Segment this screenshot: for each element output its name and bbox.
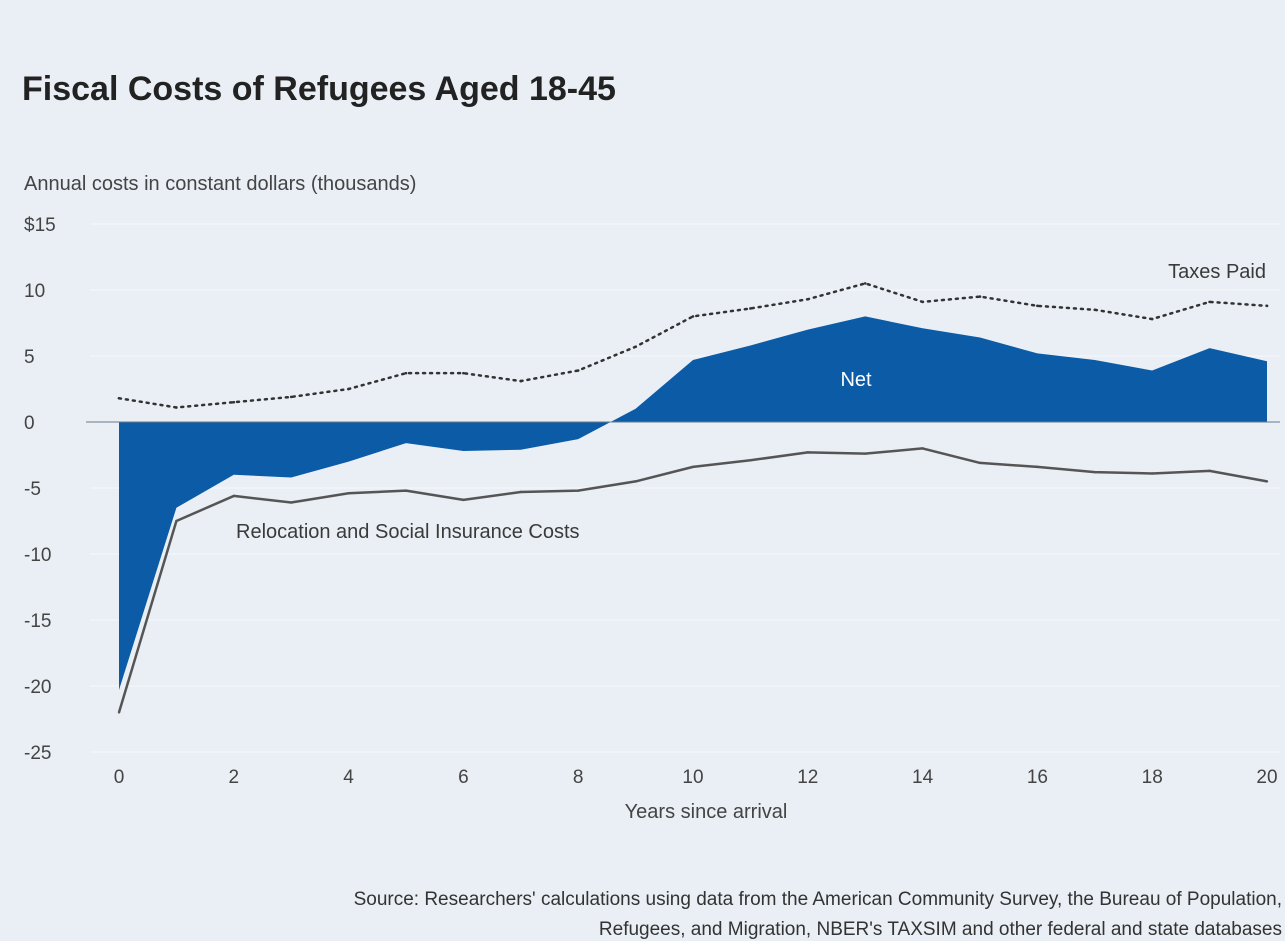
- y-tick-label: -10: [24, 545, 51, 566]
- taxes-point: [1208, 300, 1211, 304]
- costs-point: [634, 480, 637, 483]
- x-tick-label: 10: [682, 767, 703, 788]
- costs-point: [921, 447, 924, 450]
- taxes-point: [576, 369, 580, 372]
- taxes-point: [232, 400, 236, 404]
- taxes-point: [404, 371, 408, 375]
- costs-point: [1093, 470, 1097, 474]
- costs-point: [175, 519, 178, 523]
- costs-point: [404, 489, 408, 492]
- x-tick-label: 4: [343, 767, 354, 788]
- taxes-point: [289, 395, 293, 399]
- y-tick-label: -25: [24, 743, 51, 764]
- taxes-point: [117, 396, 121, 400]
- taxes-point: [1150, 317, 1154, 321]
- taxes-point: [1036, 304, 1039, 308]
- x-tick-label: 2: [229, 767, 240, 788]
- costs-point: [1265, 480, 1269, 483]
- source-note-line2: Refugees, and Migration, NBER's TAXSIM a…: [599, 919, 1282, 940]
- costs-label: Relocation and Social Insurance Costs: [236, 521, 580, 543]
- x-tick-label: 16: [1027, 767, 1048, 788]
- taxes-paid-label: Taxes Paid: [1168, 261, 1266, 283]
- y-tick-label: -5: [24, 479, 41, 500]
- costs-point: [1036, 465, 1039, 469]
- taxes-point: [1093, 308, 1097, 312]
- chart-title: Fiscal Costs of Refugees Aged 18-45: [22, 70, 616, 108]
- net-label: Net: [840, 369, 872, 391]
- costs-point: [806, 451, 809, 454]
- taxes-point: [978, 295, 982, 298]
- taxes-point: [1265, 304, 1269, 308]
- y-tick-label: 5: [24, 347, 35, 368]
- y-tick-label: 0: [24, 413, 35, 434]
- costs-point: [462, 498, 465, 502]
- net-area: [119, 316, 1267, 690]
- y-axis-label: Annual costs in constant dollars (thousa…: [24, 173, 416, 195]
- taxes-point: [921, 300, 924, 304]
- taxes-point: [806, 297, 810, 301]
- taxes-point: [347, 387, 350, 391]
- costs-point: [290, 501, 293, 504]
- costs-point: [978, 461, 982, 465]
- x-axis-ticks: 0 2 4 6 8 10 12 14 16 18 20: [114, 767, 1278, 788]
- costs-point: [117, 711, 121, 714]
- y-axis-ticks: $15 10 5 0 -5 -10 -15 -20 -25: [24, 215, 56, 764]
- taxes-point: [691, 315, 695, 318]
- costs-point: [1208, 469, 1211, 473]
- x-tick-label: 8: [573, 767, 584, 788]
- x-tick-label: 12: [797, 767, 818, 788]
- taxes-point: [462, 371, 465, 375]
- source-note-line1: Source: Researchers' calculations using …: [354, 889, 1282, 910]
- taxes-point: [175, 406, 178, 409]
- gridlines: [90, 223, 1280, 753]
- y-tick-label: $15: [24, 215, 56, 236]
- y-tick-label: 10: [24, 281, 45, 302]
- y-tick-label: -15: [24, 611, 51, 632]
- x-tick-label: 6: [458, 767, 469, 788]
- costs-point: [1151, 472, 1154, 475]
- x-tick-label: 20: [1256, 767, 1277, 788]
- costs-point: [232, 494, 235, 498]
- taxes-point: [519, 379, 523, 383]
- costs-point: [577, 489, 580, 492]
- x-tick-label: 0: [114, 767, 125, 788]
- x-tick-label: 14: [912, 767, 934, 788]
- taxes-point: [749, 307, 752, 310]
- taxes-dotted-line: [117, 282, 1269, 714]
- costs-point: [691, 465, 695, 469]
- y-tick-label: -20: [24, 677, 51, 698]
- taxes-line-path: [117, 282, 1269, 409]
- costs-point: [347, 492, 350, 495]
- costs-point: [749, 459, 752, 462]
- x-tick-label: 18: [1142, 767, 1163, 788]
- costs-point: [864, 452, 867, 455]
- x-axis-label: Years since arrival: [625, 801, 788, 823]
- costs-point: [519, 490, 522, 494]
- taxes-point: [863, 282, 867, 285]
- taxes-point: [634, 345, 637, 349]
